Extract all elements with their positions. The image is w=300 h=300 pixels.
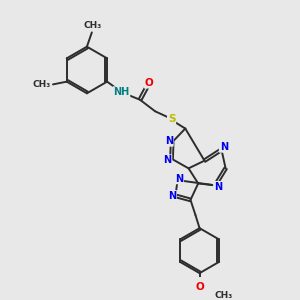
Text: N: N: [168, 191, 176, 201]
Text: CH₃: CH₃: [83, 21, 101, 30]
Text: CH₃: CH₃: [32, 80, 51, 89]
Text: N: N: [164, 155, 172, 165]
Text: O: O: [195, 282, 204, 292]
Text: CH₃: CH₃: [214, 291, 233, 300]
Text: N: N: [220, 142, 228, 152]
Text: S: S: [168, 114, 175, 124]
Text: O: O: [145, 78, 153, 88]
Text: N: N: [175, 173, 183, 184]
Text: N: N: [165, 136, 173, 146]
Text: N: N: [214, 182, 222, 192]
Text: NH: NH: [113, 87, 130, 97]
